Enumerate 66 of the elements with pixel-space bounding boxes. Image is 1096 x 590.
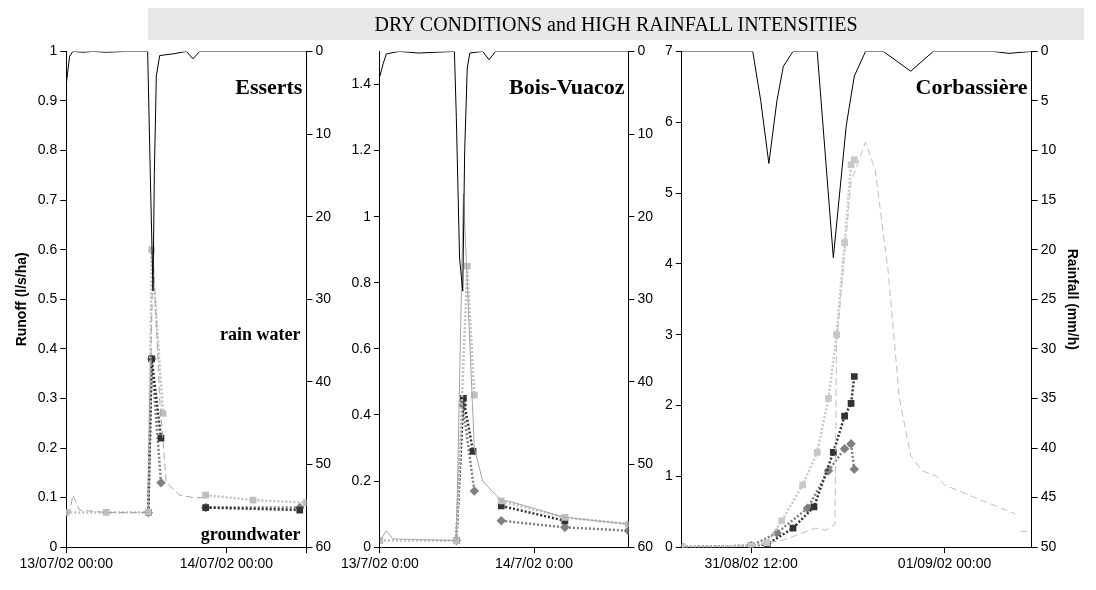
y-tick-label: 1 xyxy=(49,42,58,59)
y2-tick-label: 20 xyxy=(1040,240,1057,257)
y-axis-title: Runoff (l/s/ha) xyxy=(13,252,30,347)
y-tick-label: 2 xyxy=(664,396,673,413)
y-tick-label: 1.4 xyxy=(351,75,372,92)
y-tick-label: 6 xyxy=(664,113,673,130)
y2-tick-label: 0 xyxy=(315,42,324,59)
y-tick-label: 0.6 xyxy=(37,240,58,257)
y-tick-label: 0.2 xyxy=(37,438,58,455)
y-tick-label: 7 xyxy=(664,42,673,59)
x-tick-label: 13/7/02 0:00 xyxy=(340,555,420,572)
x-tick-label: 01/09/02 00:00 xyxy=(897,555,992,572)
annotation: Bois-Vuacoz xyxy=(509,74,625,100)
y2-tick-label: 45 xyxy=(1040,488,1057,505)
y2-tick-label: 50 xyxy=(1040,538,1057,555)
y2-tick-label: 40 xyxy=(1040,438,1057,455)
y-tick-label: 0.7 xyxy=(37,191,58,207)
x-tick-label: 14/07/02 00:00 xyxy=(179,555,274,572)
y-tick-label: 1 xyxy=(664,467,673,484)
y2-tick-label: 40 xyxy=(637,372,654,389)
y2-tick-label: 5 xyxy=(1040,91,1049,108)
y-tick-label: 5 xyxy=(664,183,673,200)
y2-tick-label: 50 xyxy=(637,455,654,472)
y2-tick-label: 25 xyxy=(1040,290,1057,307)
y-tick-label: 0.3 xyxy=(37,389,58,406)
annotation: rain water xyxy=(219,323,301,344)
y-tick-label: 0.4 xyxy=(351,405,372,422)
y-tick-label: 0.4 xyxy=(37,339,58,356)
y-tick-label: 0.8 xyxy=(351,273,372,290)
y-tick-label: 0 xyxy=(363,538,372,555)
y2-tick-label: 50 xyxy=(315,455,332,472)
y-tick-label: 3 xyxy=(664,325,673,342)
y2-tick-label: 60 xyxy=(637,538,654,555)
y2-tick-label: 10 xyxy=(315,124,332,141)
y-tick-label: 0.2 xyxy=(351,471,372,488)
y-tick-label: 0.1 xyxy=(37,488,58,505)
y2-axis-title: Rainfall (mm/h) xyxy=(1064,248,1081,350)
y2-tick-label: 10 xyxy=(637,124,654,141)
y-tick-label: 0.9 xyxy=(37,91,58,108)
y2-tick-label: 30 xyxy=(315,290,332,307)
y2-tick-label: 0 xyxy=(1040,42,1049,59)
y-tick-label: 1 xyxy=(363,207,372,224)
annotation: groundwater xyxy=(200,523,301,544)
y2-tick-label: 60 xyxy=(315,538,332,555)
y-tick-label: 0.8 xyxy=(37,141,58,158)
y2-tick-label: 0 xyxy=(637,42,646,59)
y2-tick-label: 20 xyxy=(315,207,332,224)
y-tick-label: 0 xyxy=(664,538,673,555)
annotation: Corbassière xyxy=(915,74,1028,100)
y2-tick-label: 10 xyxy=(1040,141,1057,158)
y-tick-label: 4 xyxy=(664,254,673,271)
y2-tick-label: 30 xyxy=(637,290,654,307)
y2-tick-label: 35 xyxy=(1040,389,1057,406)
y2-tick-label: 30 xyxy=(1040,339,1057,356)
y-tick-label: 0.6 xyxy=(351,339,372,356)
chart-title: DRY CONDITIONS and HIGH RAINFALL INTENSITIES xyxy=(148,8,1084,40)
y2-tick-label: 20 xyxy=(637,207,654,224)
x-tick-label: 31/08/02 12:00 xyxy=(704,555,799,572)
y-tick-label: 1.2 xyxy=(351,141,372,158)
y2-tick-label: 40 xyxy=(315,372,332,389)
x-tick-label: 13/07/02 00:00 xyxy=(19,555,114,572)
y-tick-label: 0 xyxy=(49,538,58,555)
y-tick-label: 0.5 xyxy=(37,290,58,307)
x-tick-label: 14/7/02 0:00 xyxy=(495,555,574,572)
annotation: Esserts xyxy=(235,74,303,100)
y2-tick-label: 15 xyxy=(1040,191,1057,207)
